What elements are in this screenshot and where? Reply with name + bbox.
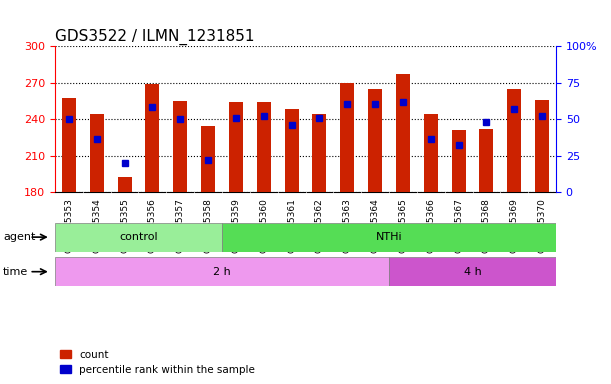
Text: agent: agent [3, 232, 35, 242]
Bar [480, 129, 494, 192]
Bar [174, 101, 187, 192]
Bar [90, 114, 104, 192]
Bar [257, 102, 271, 192]
Bar [452, 130, 466, 192]
Text: 4 h: 4 h [464, 266, 481, 277]
Bar [222, 223, 556, 252]
Bar [535, 99, 549, 192]
Bar [62, 98, 76, 192]
Bar [368, 89, 382, 192]
Bar [145, 84, 159, 192]
Bar [312, 114, 326, 192]
Text: 2 h: 2 h [213, 266, 231, 277]
Bar [55, 223, 222, 252]
Text: GDS3522 / ILMN_1231851: GDS3522 / ILMN_1231851 [55, 28, 255, 45]
Bar [117, 177, 131, 192]
Bar [55, 257, 389, 286]
Text: time: time [3, 266, 28, 277]
Bar [285, 109, 299, 192]
Bar [424, 114, 437, 192]
Bar [507, 89, 521, 192]
Bar [201, 126, 215, 192]
Bar [396, 74, 410, 192]
Text: NTHi: NTHi [376, 232, 402, 242]
Bar [389, 257, 556, 286]
Bar [229, 102, 243, 192]
Text: control: control [119, 232, 158, 242]
Legend: count, percentile rank within the sample: count, percentile rank within the sample [60, 350, 255, 375]
Bar [340, 83, 354, 192]
